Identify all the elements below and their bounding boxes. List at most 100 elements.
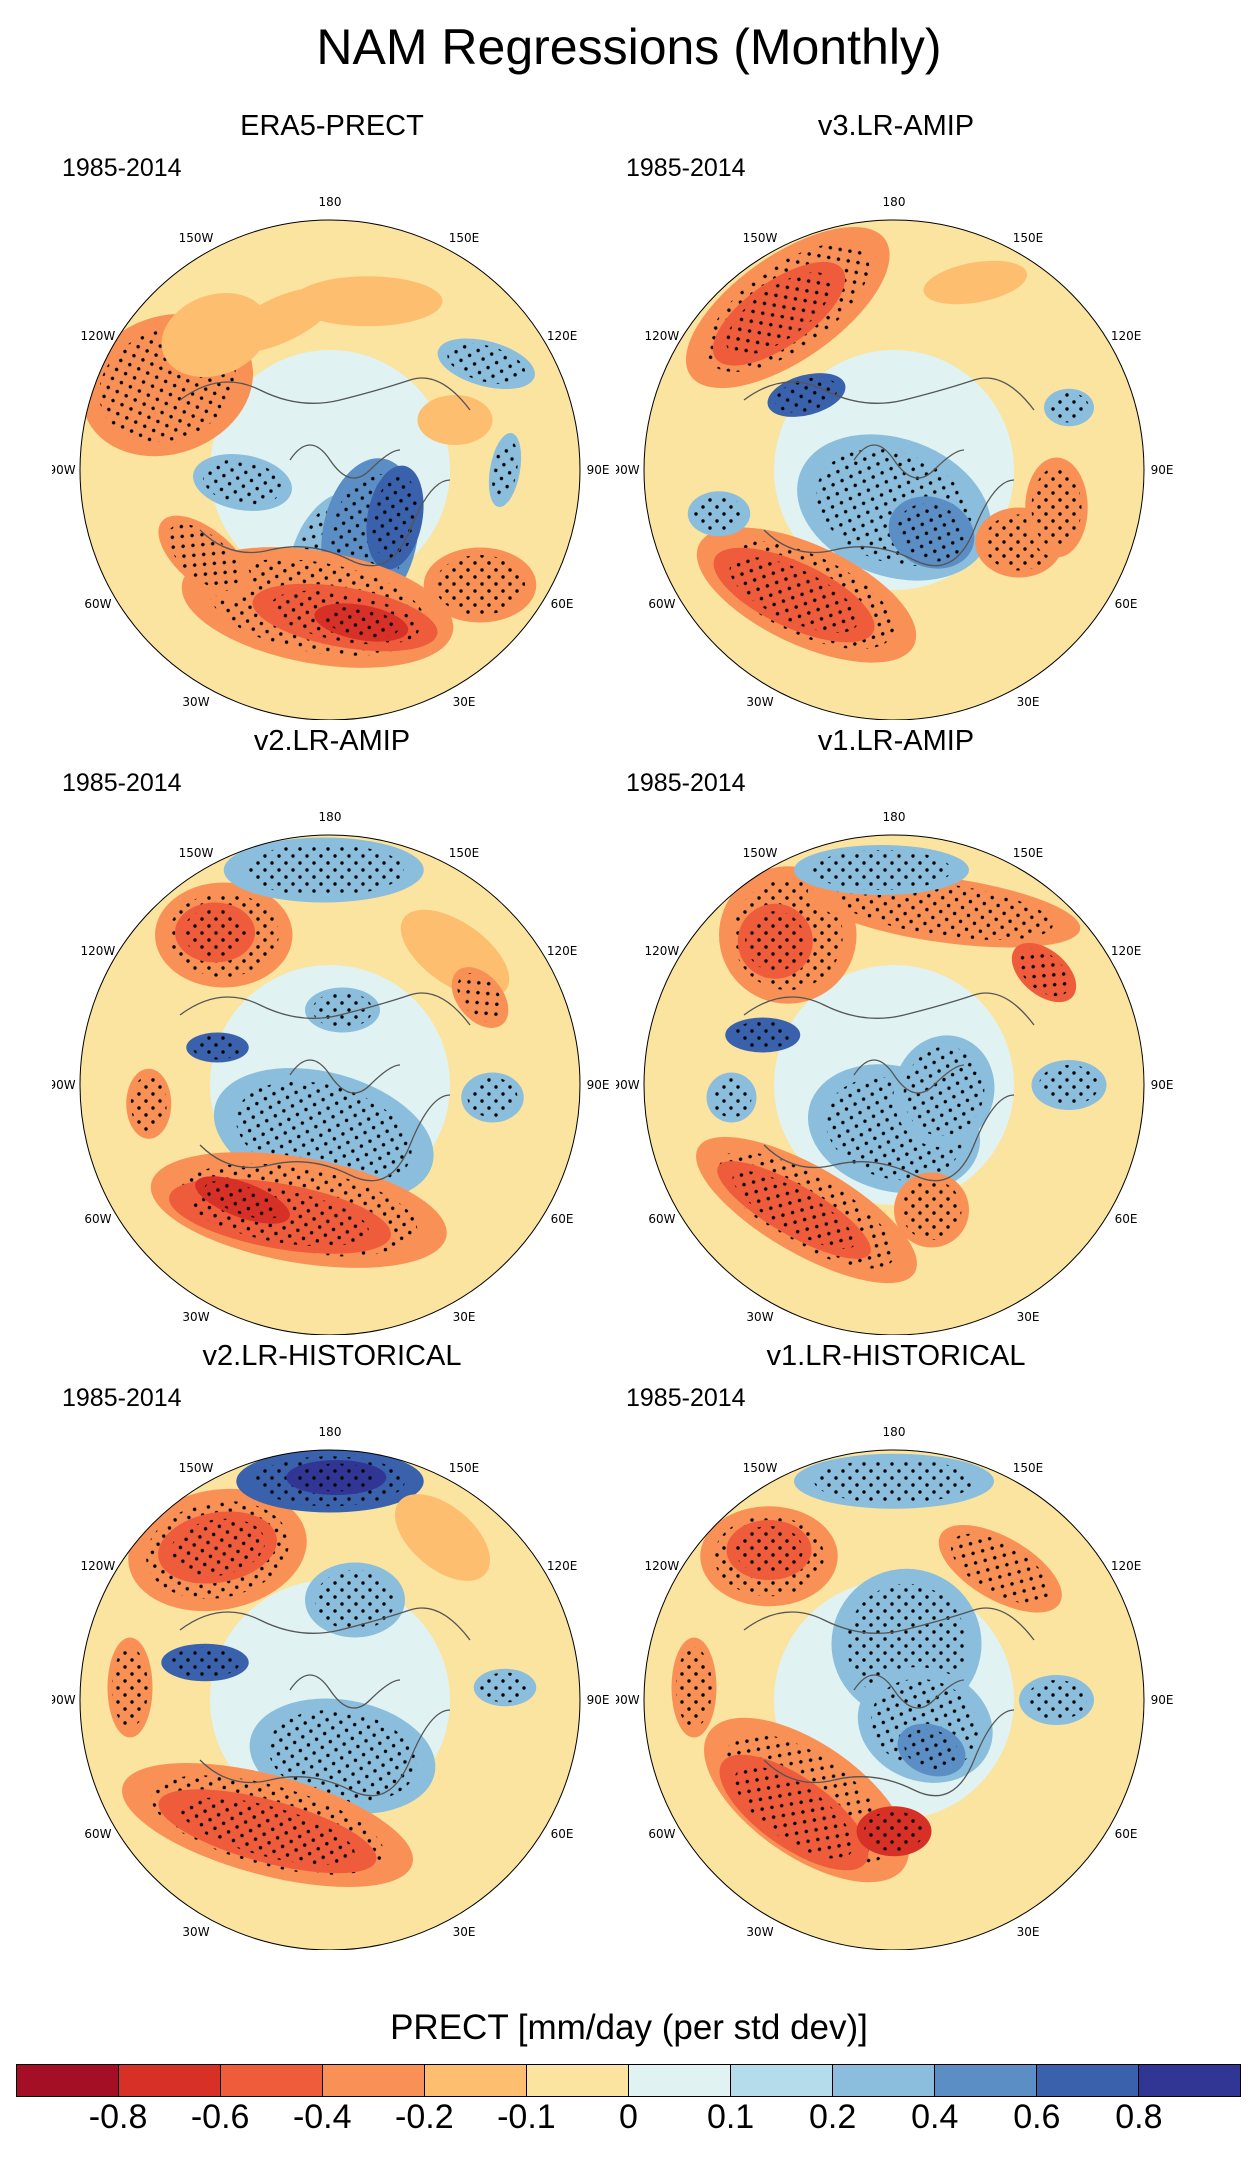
longitude-label: 60W <box>648 1212 675 1226</box>
panel-title: v3.LR-AMIP <box>817 110 975 142</box>
significance-stippling <box>312 992 373 1028</box>
period-label: 1985-2014 <box>626 154 746 182</box>
map-field <box>644 1450 1144 1950</box>
longitude-label: 150E <box>449 231 480 245</box>
significance-stippling <box>467 1077 518 1118</box>
longitude-label: 120E <box>1111 1559 1142 1573</box>
longitude-label: 120W <box>645 1559 680 1573</box>
field-region <box>394 1494 491 1581</box>
significance-stippling <box>492 440 518 500</box>
colorbar-box <box>17 2065 119 2096</box>
period-label: 1985-2014 <box>62 154 182 182</box>
significance-stippling <box>268 1710 417 1803</box>
longitude-label: 150W <box>743 1461 778 1475</box>
colorbar-tick-label: -0.8 <box>88 2098 148 2136</box>
coastline <box>743 1607 1035 1797</box>
significance-stippling <box>814 1459 974 1504</box>
significance-stippling <box>183 908 247 957</box>
longitude-label: 150W <box>179 846 214 860</box>
longitude-label: 30W <box>182 695 209 709</box>
longitude-label: 30W <box>746 695 773 709</box>
longitude-label: 60W <box>84 597 111 611</box>
longitude-label: 60E <box>1115 597 1138 611</box>
panel-title: v2.LR-HISTORICAL <box>202 1340 462 1372</box>
longitude-label: 120W <box>81 1559 116 1573</box>
map-field <box>80 1450 580 1950</box>
longitude-label: 30W <box>746 1925 773 1939</box>
map-field <box>80 220 580 720</box>
significance-stippling <box>323 607 399 638</box>
longitude-label: 30W <box>182 1310 209 1324</box>
map-field <box>644 220 1144 720</box>
colorbar-tick-label: 0.2 <box>809 2098 857 2136</box>
colorbar-tick-label: -0.6 <box>190 2098 250 2136</box>
significance-stippling <box>735 1526 803 1574</box>
coastline <box>179 1607 471 1797</box>
longitude-label: 120E <box>547 329 578 343</box>
longitude-label: 60E <box>551 1827 574 1841</box>
significance-stippling <box>732 1021 793 1049</box>
significance-stippling <box>694 495 744 532</box>
significance-stippling <box>1049 392 1089 423</box>
significance-stippling <box>112 1647 148 1728</box>
field-region <box>923 260 1028 305</box>
significance-stippling <box>180 1797 355 1865</box>
longitude-label: 60W <box>84 1827 111 1841</box>
longitude-label: 120E <box>547 1559 578 1573</box>
longitude-label: 90W <box>52 463 76 477</box>
longitude-label: 120W <box>645 329 680 343</box>
field-region <box>417 395 493 445</box>
longitude-label: 150E <box>449 1461 480 1475</box>
significance-stippling <box>835 880 1053 940</box>
longitude-label: 180 <box>883 810 906 824</box>
longitude-label: 150W <box>743 846 778 860</box>
longitude-label: 30W <box>746 1310 773 1324</box>
longitude-label: 90W <box>616 1078 640 1092</box>
colorbar-box <box>425 2065 527 2096</box>
significance-stippling <box>1031 467 1082 548</box>
significance-stippling <box>734 1766 854 1859</box>
map-border <box>643 1449 1145 1950</box>
period-label: 1985-2014 <box>626 1384 746 1412</box>
longitude-label: 90E <box>587 1078 610 1092</box>
longitude-label: 90W <box>52 1078 76 1092</box>
significance-stippling <box>1026 1680 1087 1720</box>
longitude-label: 180 <box>883 195 906 209</box>
longitude-label: 150E <box>1013 231 1044 245</box>
significance-stippling <box>169 1518 266 1577</box>
significance-stippling <box>435 555 525 615</box>
longitude-label: 120E <box>1111 329 1142 343</box>
longitude-label: 60W <box>84 1212 111 1226</box>
significance-stippling <box>170 1647 240 1678</box>
longitude-label: 60E <box>551 597 574 611</box>
longitude-label: 30E <box>453 1925 476 1939</box>
colorbar-box <box>323 2065 425 2096</box>
longitude-label: 30W <box>182 1925 209 1939</box>
map-panel-v3-amip: v3.LR-AMIP 1985-2014 180 150E 120E 90E 60E 30… <box>616 110 1176 720</box>
longitude-label: 30E <box>453 695 476 709</box>
longitude-label: 90E <box>587 463 610 477</box>
longitude-label: 150E <box>449 846 480 860</box>
field-region <box>292 276 443 327</box>
longitude-label: 90E <box>587 1693 610 1707</box>
significance-stippling <box>951 1533 1050 1604</box>
colorbar-tick-label: 0.8 <box>1115 2098 1163 2136</box>
polar-map: 180150E120E90E60E30E030W60W90W120W150W <box>52 1425 610 1950</box>
panel-title: v1.LR-HISTORICAL <box>766 1340 1026 1372</box>
significance-stippling <box>901 1180 962 1240</box>
colorbar-tick-label: 0.6 <box>1013 2098 1061 2136</box>
period-label: 1985-2014 <box>626 769 746 797</box>
significance-stippling <box>864 1811 924 1852</box>
significance-stippling <box>903 1046 985 1136</box>
longitude-label: 180 <box>883 1425 906 1439</box>
map-field <box>80 835 580 1335</box>
significance-stippling <box>202 459 283 506</box>
longitude-label: 60E <box>1115 1827 1138 1841</box>
longitude-label: 60W <box>648 597 675 611</box>
longitude-label: 150E <box>1013 846 1044 860</box>
significance-stippling <box>1039 1065 1099 1105</box>
significance-stippling <box>729 557 859 633</box>
map-border <box>79 219 581 720</box>
significance-stippling <box>315 1570 395 1630</box>
significance-stippling <box>745 911 806 972</box>
